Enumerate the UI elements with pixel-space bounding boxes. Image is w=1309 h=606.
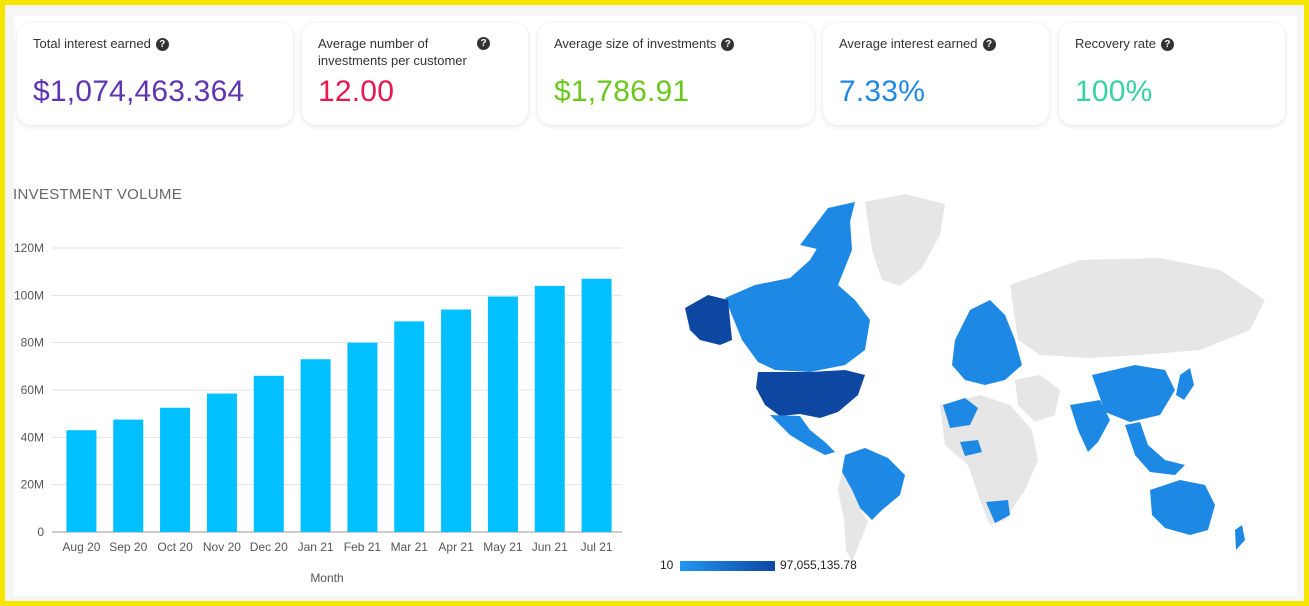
map-region-usa[interactable] bbox=[756, 370, 865, 418]
map-region-alaska[interactable] bbox=[685, 295, 732, 345]
legend-gradient bbox=[680, 561, 775, 571]
y-tick-label: 0 bbox=[37, 525, 44, 539]
bar[interactable]: Nov 20: 58.5M bbox=[206, 393, 237, 532]
kpi-card-total-interest: Total interest earned? $1,074,463.364 bbox=[17, 23, 293, 125]
map-region-new-zealand[interactable] bbox=[1235, 525, 1245, 550]
map-region-canada[interactable] bbox=[725, 220, 870, 372]
x-tick-label: Aug 20 bbox=[62, 540, 100, 554]
map-region-greenland[interactable] bbox=[865, 194, 945, 286]
bar[interactable]: Sep 20: 47.5M bbox=[113, 419, 144, 532]
x-tick-label: Apr 21 bbox=[438, 540, 474, 554]
legend-min-label: 10 bbox=[660, 558, 674, 572]
y-tick-label: 20M bbox=[21, 478, 44, 492]
map-region-south-america-brazil[interactable] bbox=[842, 448, 905, 520]
bar[interactable]: Jul 21: 107M bbox=[581, 278, 612, 532]
kpi-card-recovery-rate: Recovery rate? 100% bbox=[1059, 23, 1285, 125]
kpi-label: Average size of investments bbox=[554, 36, 717, 51]
kpi-value: 7.33% bbox=[839, 75, 926, 108]
map-region-middle-east[interactable] bbox=[1015, 375, 1060, 422]
map-region-mexico[interactable] bbox=[770, 415, 835, 455]
map-region-europe[interactable] bbox=[952, 300, 1022, 385]
bar[interactable]: Jun 21: 104M bbox=[534, 285, 565, 532]
x-tick-label: Nov 20 bbox=[203, 540, 241, 554]
map-region-south-america-south[interactable] bbox=[838, 472, 868, 562]
bar[interactable]: Feb 21: 80M bbox=[347, 342, 378, 532]
map-region-north-africa[interactable] bbox=[943, 398, 978, 428]
map-region-india[interactable] bbox=[1070, 400, 1110, 452]
help-icon[interactable]: ? bbox=[155, 38, 169, 51]
map-region-south-africa[interactable] bbox=[986, 500, 1010, 523]
section-title: INVESTMENT VOLUME bbox=[13, 186, 183, 203]
y-tick-label: 40M bbox=[21, 430, 44, 444]
map-region-australia[interactable] bbox=[1150, 480, 1215, 535]
x-tick-label: Dec 20 bbox=[250, 540, 288, 554]
help-icon[interactable]: ? bbox=[721, 38, 735, 51]
help-icon[interactable]: ? bbox=[982, 38, 996, 51]
y-tick-label: 120M bbox=[14, 241, 44, 255]
kpi-card-avg-investments: Average number of investments per custom… bbox=[302, 23, 528, 125]
y-tick-label: 80M bbox=[21, 336, 44, 350]
map-region-canada-islands[interactable] bbox=[800, 202, 855, 252]
bar[interactable]: Mar 21: 89M bbox=[394, 321, 425, 532]
kpi-label: Average interest earned bbox=[839, 36, 978, 51]
map-region-nigeria[interactable] bbox=[960, 440, 982, 456]
x-tick-label: Mar 21 bbox=[391, 540, 429, 554]
kpi-label: Average number of investments per custom… bbox=[318, 36, 467, 68]
x-tick-label: May 21 bbox=[483, 540, 523, 554]
world-map bbox=[685, 194, 1265, 562]
map-region-russia[interactable] bbox=[1010, 258, 1265, 358]
y-tick-label: 60M bbox=[21, 383, 44, 397]
x-axis-title: Month bbox=[310, 571, 343, 585]
y-tick-label: 100M bbox=[14, 288, 44, 302]
kpi-value: $1,786.91 bbox=[554, 75, 690, 108]
kpi-label: Recovery rate bbox=[1075, 36, 1156, 51]
x-tick-label: Jul 21 bbox=[581, 540, 613, 554]
bar[interactable]: Jan 21: 73M bbox=[300, 359, 331, 532]
map-region-china[interactable] bbox=[1092, 365, 1175, 422]
legend-max-label: 97,055,135.78 bbox=[780, 558, 857, 572]
kpi-card-avg-size: Average size of investments? $1,786.91 bbox=[538, 23, 814, 125]
help-icon[interactable]: ? bbox=[1160, 38, 1174, 51]
bar[interactable]: Oct 20: 52.5M bbox=[160, 407, 191, 532]
map-region-africa[interactable] bbox=[940, 395, 1038, 525]
x-tick-label: Sep 20 bbox=[109, 540, 147, 554]
bar[interactable]: May 21: 99.5M bbox=[487, 296, 518, 532]
map-region-japan[interactable] bbox=[1176, 368, 1194, 400]
kpi-label: Total interest earned bbox=[33, 36, 151, 51]
x-tick-label: Oct 20 bbox=[157, 540, 193, 554]
map-region-southeast-asia[interactable] bbox=[1125, 422, 1185, 475]
x-tick-label: Jun 21 bbox=[532, 540, 568, 554]
bar[interactable]: Dec 20: 66M bbox=[253, 375, 284, 532]
kpi-value: 12.00 bbox=[318, 75, 395, 108]
x-tick-label: Jan 21 bbox=[298, 540, 334, 554]
kpi-value: $1,074,463.364 bbox=[33, 75, 245, 108]
investment-volume-chart: 0 20M 40M 60M 80M 100M 120M Aug 20: 43M Aug 20 Se… bbox=[14, 241, 622, 585]
bar[interactable]: Apr 21: 94M bbox=[441, 309, 472, 532]
kpi-card-avg-interest: Average interest earned? 7.33% bbox=[823, 23, 1049, 125]
kpi-value: 100% bbox=[1075, 75, 1153, 108]
x-tick-label: Feb 21 bbox=[344, 540, 382, 554]
bar[interactable]: Aug 20: 43M bbox=[66, 430, 97, 532]
help-icon[interactable]: ? bbox=[477, 37, 490, 50]
